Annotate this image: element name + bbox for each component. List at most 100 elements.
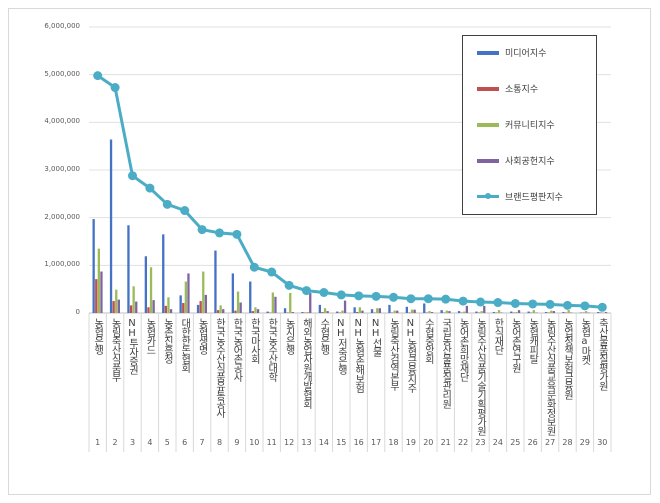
x-tick-label: 농림수산식품교육문화정보원 [544,318,556,435]
line-point-14 [319,288,329,298]
line-point-25 [510,298,520,308]
bar-커뮤니티지수-5 [167,297,170,313]
bar-미디어지수-22 [457,311,461,313]
line-point-16 [354,291,364,301]
x-tick-label: 농촌진흥청 [161,318,173,363]
x-index-label: 17 [371,438,382,447]
x-tick-label: NH농협손해보험 [352,318,364,392]
bar-사회공헌지수-11 [274,296,277,313]
x-index-label: 22 [458,438,469,447]
line-point-1 [93,71,103,81]
bar-커뮤니티지수-16 [358,307,361,313]
x-index-label: 21 [440,438,451,447]
y-tick-label: 3,000,000 [44,165,80,173]
bar-소통지수-8 [216,310,220,313]
bar-사회공헌지수-5 [169,309,173,313]
legend-label: 소통지수 [505,85,539,95]
bar-사회공헌지수-16 [361,310,364,313]
bar-소통지수-7 [199,301,202,313]
bar-커뮤니티지수-2 [115,289,118,313]
legend-item: 소통지수 [477,82,538,95]
bar-사회공헌지수-18 [396,310,399,313]
bar-사회공헌지수-8 [222,309,225,313]
line-point-15 [336,290,346,300]
bar-미디어지수-20 [423,303,426,313]
line-point-29 [580,301,590,311]
bar-커뮤니티지수-11 [271,292,274,313]
legend-item: 브랜드평판지수 [477,190,563,203]
bar-미디어지수-5 [162,234,165,313]
x-tick-label: NH선물 [370,318,382,356]
y-tick-label: 1,000,000 [44,260,80,269]
x-tick-label: 수협중앙회 [422,318,434,363]
x-tick-label: 농림수산식품기술기획평가원 [474,318,486,435]
x-tick-label: 농림축산검역본부 [387,318,399,390]
x-tick-label: 농림축산식품부 [109,318,121,381]
bar-커뮤니티지수-24 [497,310,501,313]
bar-커뮤니티지수-22 [463,311,466,313]
line-point-22 [458,296,468,306]
x-tick-label: 농협생명 [196,318,208,354]
line-point-13 [302,286,311,296]
bar-커뮤니티지수-23 [480,311,483,313]
bar-미디어지수-21 [440,310,443,313]
bar-미디어지수-8 [214,250,217,313]
bar-미디어지수-9 [231,273,234,313]
legend-swatch [477,193,499,199]
line-point-23 [476,297,485,307]
x-tick-label: 한국농수산대학 [265,318,277,381]
bar-커뮤니티지수-7 [202,271,205,313]
x-tick-label: NH투자증권 [126,318,138,374]
bar-커뮤니티지수-4 [149,267,153,313]
x-tick-label: 농협은행 [91,318,103,354]
x-index-label: 6 [182,438,188,447]
bar-사회공헌지수-7 [204,294,207,313]
x-index-label: 15 [336,438,347,447]
legend-label: 사회공헌지수 [505,157,555,167]
bar-커뮤니티지수-17 [376,308,379,313]
bar-커뮤니티지수-19 [410,309,414,313]
x-index-label: 27 [545,438,556,447]
x-tick-label: 농어촌희망재단 [457,318,469,381]
x-tick-label: 축산물품질평가원 [596,318,608,390]
legend-item: 사회공헌지수 [477,154,555,167]
line-point-7 [197,225,207,235]
x-index-label: 11 [266,438,277,447]
bar-미디어지수-6 [179,295,182,313]
bar-커뮤니티지수-29 [584,311,588,313]
bar-커뮤니티지수-15 [341,310,344,313]
x-tick-label: 농협카드 [143,318,155,354]
line-point-3 [128,171,137,181]
bar-커뮤니티지수-9 [236,291,240,313]
legend-label: 미디어지수 [505,49,547,59]
bar-미디어지수-19 [405,306,408,313]
x-index-label: 23 [475,438,486,447]
line-point-26 [528,299,538,309]
line-point-8 [215,228,224,238]
bar-커뮤니티지수-13 [306,312,309,313]
line-point-24 [493,298,503,308]
bar-소통지수-2 [112,301,115,313]
bar-미디어지수-1 [92,219,95,313]
bar-커뮤니티지수-6 [184,281,187,313]
bar-소통지수-5 [164,305,167,313]
bar-미디어지수-28 [562,312,565,313]
bar-사회공헌지수-4 [152,300,155,313]
bar-소통지수-6 [182,302,185,313]
bar-소통지수-9 [234,310,237,313]
bar-사회공헌지수-27 [552,311,555,313]
bar-사회공헌지수-6 [187,273,190,313]
bar-사회공헌지수-25 [517,310,521,313]
bar-미디어지수-14 [318,304,321,313]
x-tick-label: 대한한돈협회 [178,318,190,372]
bar-커뮤니티지수-18 [393,310,396,313]
bar-커뮤니티지수-14 [323,308,327,313]
line-point-27 [545,299,555,309]
bar-소통지수-4 [147,307,150,313]
y-tick-label: 5,000,000 [44,69,80,78]
bar-커뮤니티지수-8 [219,305,222,313]
bar-커뮤니티지수-21 [445,310,448,313]
x-tick-label: 해외농업자원개발협회 [300,318,312,408]
bar-사회공헌지수-12 [291,312,294,313]
bar-사회공헌지수-3 [135,301,138,313]
